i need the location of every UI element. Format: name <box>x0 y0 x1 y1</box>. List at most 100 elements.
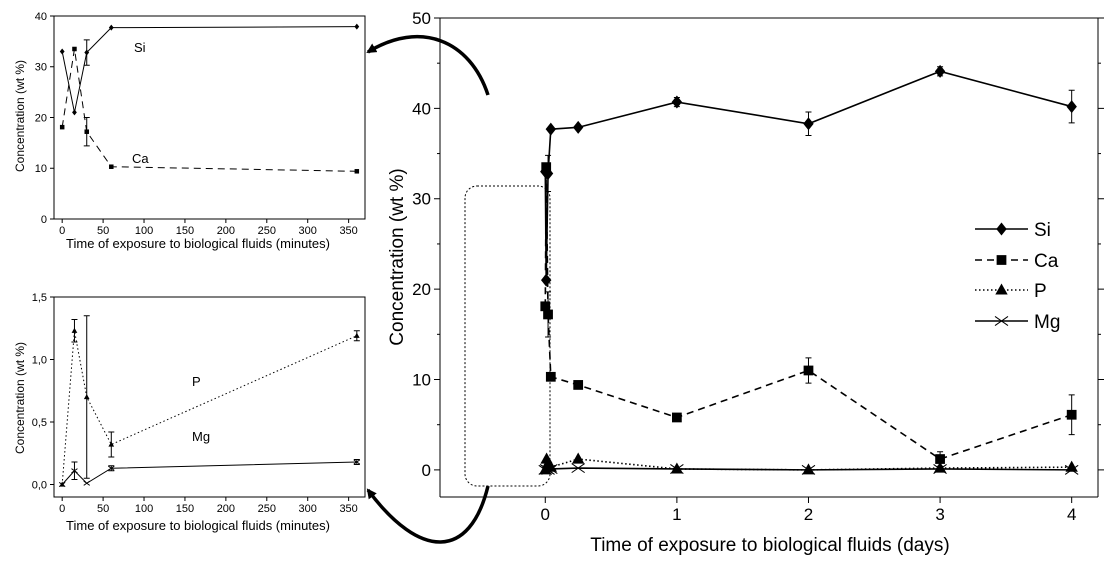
inset-bottom-label-mg: Mg <box>192 429 210 444</box>
x-tick-label: 300 <box>299 225 317 237</box>
inset-top-frame <box>53 15 366 220</box>
data-point-ca <box>59 124 65 130</box>
legend-entry-mg: Mg <box>975 312 1060 333</box>
inset-top-ticks: 0 50 100 150 200 250 300 350 0 10 20 30 40 <box>35 11 358 237</box>
data-point-p <box>933 461 947 473</box>
data-point-p <box>108 441 115 447</box>
data-point-si <box>108 24 114 31</box>
x-tick-label: 1 <box>672 505 681 524</box>
main-plot-frame <box>439 17 1099 498</box>
inset-bottom-label-p: P <box>192 374 201 389</box>
x-tick-label: 350 <box>339 503 357 515</box>
data-point-mg <box>801 464 816 475</box>
series-line-si <box>544 70 1072 281</box>
series-ca <box>59 46 360 174</box>
y-tick-label: 0,0 <box>32 479 47 491</box>
inset-top-x-axis-title: Time of exposure to biological fluids (m… <box>66 236 330 251</box>
data-point-p <box>83 394 90 400</box>
data-point-si <box>59 48 65 55</box>
data-point-ca <box>545 371 556 382</box>
data-point-ca <box>354 169 360 174</box>
data-point-mg <box>933 464 947 474</box>
series-ca <box>540 162 1077 467</box>
x-tick-label: 150 <box>176 503 194 515</box>
main-legend: Si Ca P Mg <box>975 220 1060 333</box>
y-tick-label: 10 <box>412 370 431 389</box>
y-tick-label: 0 <box>41 214 47 226</box>
legend-entry-ca: Ca <box>975 251 1059 272</box>
inset-bottom-y-axis-title: Concentration (wt %) <box>13 342 27 454</box>
legend-marker-mg <box>994 316 1009 326</box>
data-point-mg <box>108 465 115 471</box>
series-line-ca <box>544 167 1072 460</box>
y-tick-label: 0,5 <box>32 417 47 429</box>
data-point-si <box>545 122 557 136</box>
x-tick-label: 250 <box>258 503 276 515</box>
data-point-si <box>934 64 946 78</box>
inset-bottom-series-group <box>58 315 361 488</box>
series-p <box>539 452 1078 475</box>
legend-marker-si <box>996 222 1007 236</box>
data-point-ca <box>935 454 945 464</box>
y-tick-label: 0 <box>422 461 431 480</box>
inset-bottom-x-axis-title: Time of exposure to biological fluids (m… <box>66 518 330 533</box>
data-point-mg <box>544 464 558 474</box>
data-point-mg <box>670 464 684 474</box>
x-tick-label: 100 <box>135 503 153 515</box>
inset-bottom-chart: 0 50 100 150 200 250 300 350 0,0 0,5 1,0 1,5 Time o… <box>13 292 366 533</box>
x-tick-label: 4 <box>1067 505 1076 524</box>
data-point-si <box>354 23 360 30</box>
data-point-ca <box>540 301 551 312</box>
series-mg <box>538 463 1079 475</box>
zoom-region-box <box>464 185 551 487</box>
legend-label-p: P <box>1034 281 1047 302</box>
x-tick-label: 50 <box>97 225 109 237</box>
y-tick-label: 50 <box>412 9 431 28</box>
x-tick-label: 200 <box>217 503 235 515</box>
series-line-ca <box>61 48 357 172</box>
series-si <box>59 23 360 116</box>
data-point-mg <box>83 480 91 486</box>
x-tick-label: 0 <box>59 225 65 237</box>
series-line-mg <box>61 461 357 485</box>
data-point-p <box>1065 460 1078 472</box>
data-point-mg <box>1064 464 1079 475</box>
data-point-p <box>572 452 585 464</box>
inset-bottom-frame <box>53 296 366 498</box>
data-point-ca <box>803 365 814 376</box>
data-point-ca <box>672 412 682 423</box>
data-point-ca <box>1066 409 1077 420</box>
legend-entry-p: P <box>975 281 1047 302</box>
legend-label-mg: Mg <box>1034 312 1060 333</box>
main-y-axis-title: Concentration (wt %) <box>387 168 408 345</box>
arrow-to-top-inset <box>366 35 490 96</box>
data-point-si <box>803 117 814 131</box>
data-point-mg <box>571 463 585 474</box>
data-point-mg <box>541 464 555 475</box>
inset-top-label-si: Si <box>134 40 146 55</box>
x-tick-label: 3 <box>935 505 944 524</box>
x-tick-label: 250 <box>258 225 276 237</box>
data-point-ca <box>543 309 553 320</box>
data-point-mg <box>71 468 78 474</box>
data-point-mg <box>353 459 361 465</box>
legend-marker-ca <box>996 255 1007 265</box>
data-point-si <box>671 95 683 109</box>
x-tick-label: 100 <box>135 225 153 237</box>
data-point-ca <box>541 162 552 172</box>
x-tick-label: 200 <box>217 225 235 237</box>
x-tick-label: 350 <box>339 225 357 237</box>
data-point-si <box>72 109 77 116</box>
arrow-to-bottom-inset <box>366 485 490 544</box>
series-line-p <box>61 330 358 485</box>
y-tick-label: 1,5 <box>32 292 47 304</box>
data-point-p <box>353 332 360 338</box>
data-point-ca <box>72 46 77 52</box>
x-tick-label: 300 <box>299 503 317 515</box>
data-point-si <box>1066 100 1077 114</box>
x-tick-label: 0 <box>541 505 550 524</box>
legend-entry-si: Si <box>975 220 1051 241</box>
y-tick-label: 10 <box>35 163 47 175</box>
